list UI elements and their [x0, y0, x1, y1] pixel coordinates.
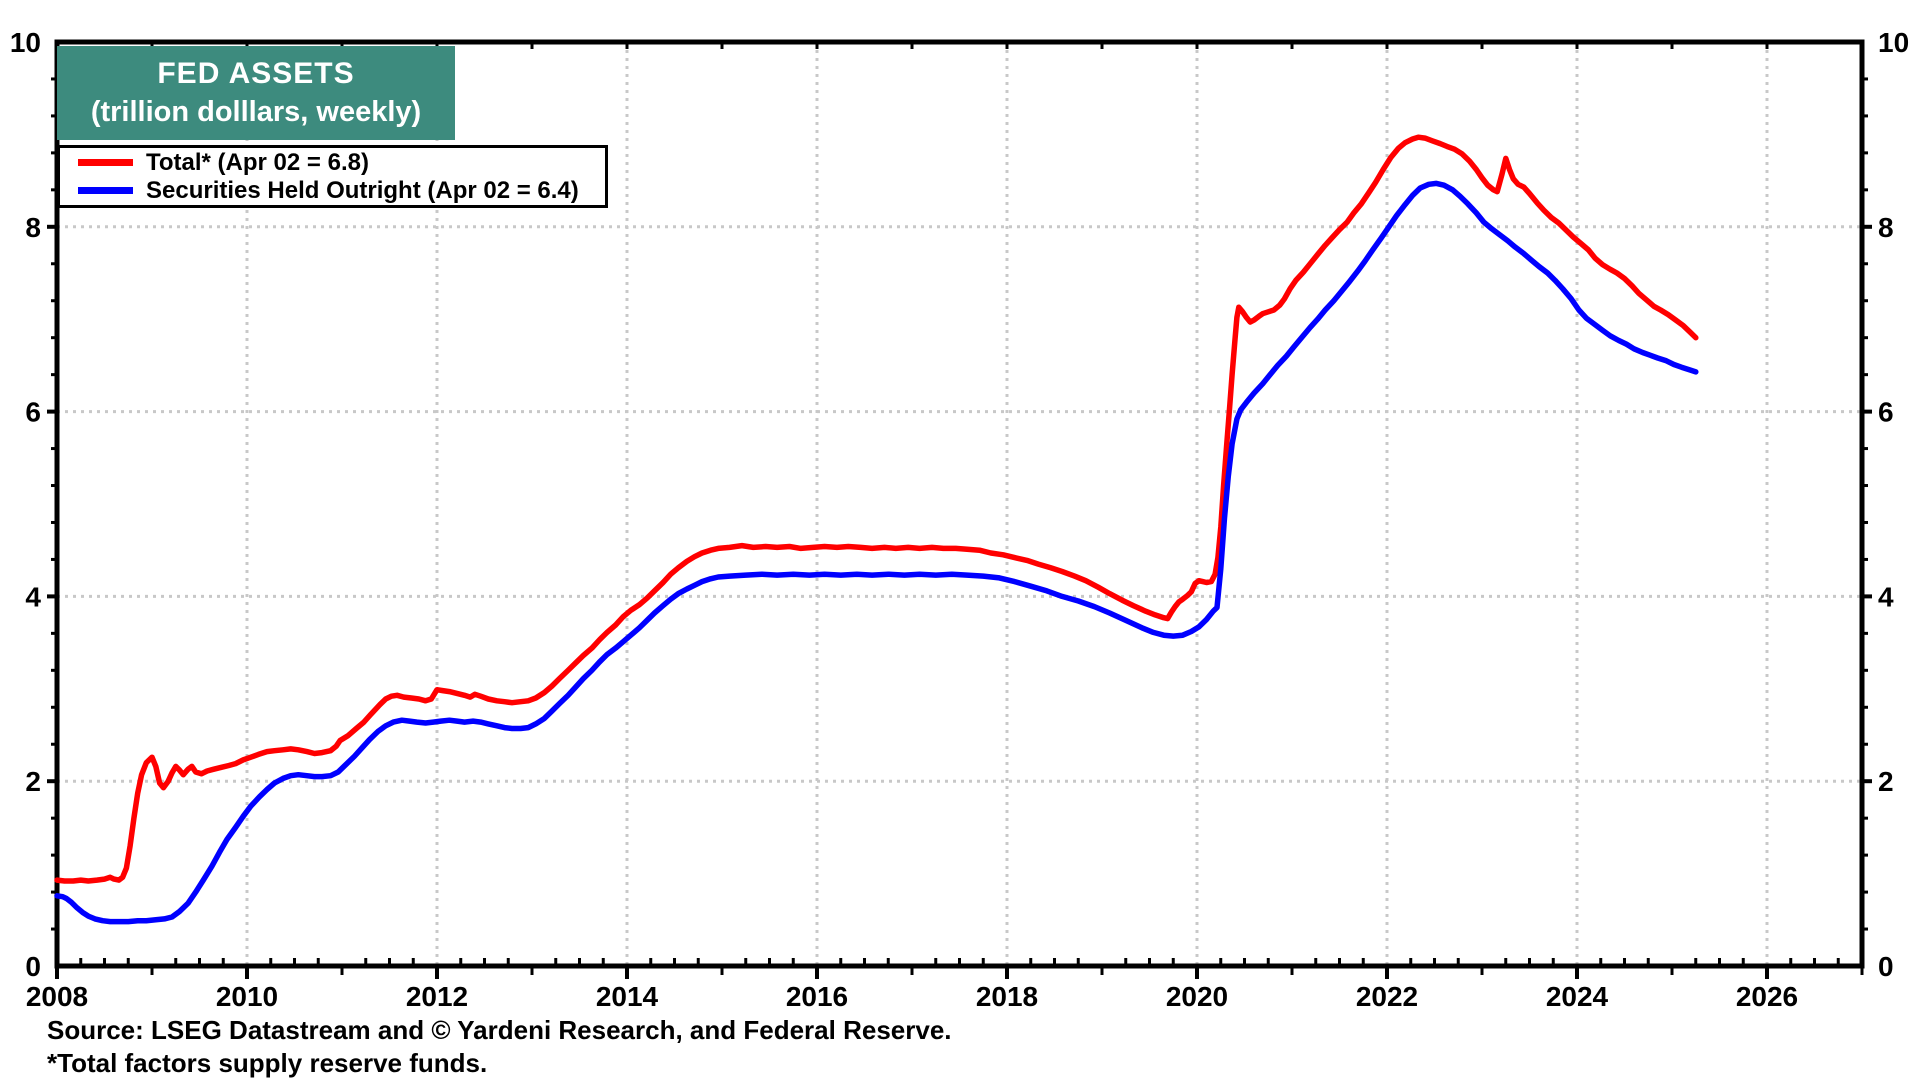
plot-border	[54, 39, 1865, 969]
x-label-2008: 2008	[26, 981, 88, 1012]
x-label-2012: 2012	[406, 981, 468, 1012]
y-label-right-4: 4	[1878, 581, 1894, 612]
y-label-right-0: 0	[1878, 951, 1894, 982]
x-label-2020: 2020	[1166, 981, 1228, 1012]
total-line-swatch	[78, 159, 133, 166]
legend-row-total: Total* (Apr 02 = 6.8)	[60, 149, 605, 177]
source-line: Source: LSEG Datastream and © Yardeni Re…	[47, 1015, 952, 1045]
y-label-right-10: 10	[1878, 27, 1909, 58]
footnote-line: *Total factors supply reserve funds.	[47, 1048, 488, 1078]
y-label-left-2: 2	[25, 766, 41, 797]
x-label-2018: 2018	[976, 981, 1038, 1012]
legend-row-securities: Securities Held Outright (Apr 02 = 6.4)	[60, 177, 605, 205]
y-label-left-6: 6	[25, 397, 41, 428]
chart-title: FED ASSETS	[157, 57, 355, 90]
chart-title-box: FED ASSETS (trillion dolllars, weekly)	[57, 46, 455, 140]
y-label-right-2: 2	[1878, 766, 1894, 797]
x-label-2010: 2010	[216, 981, 278, 1012]
y-label-left-0: 0	[25, 951, 41, 982]
legend-label-securities: Securities Held Outright (Apr 02 = 6.4)	[146, 176, 579, 204]
y-label-left-10: 10	[10, 27, 41, 58]
x-label-2026: 2026	[1736, 981, 1798, 1012]
footer: Source: LSEG Datastream and © Yardeni Re…	[47, 1014, 952, 1080]
y-label-left-4: 4	[25, 581, 41, 612]
x-label-2016: 2016	[786, 981, 848, 1012]
total-series-line	[54, 134, 1699, 884]
securities-line-swatch	[78, 187, 133, 194]
x-label-2022: 2022	[1356, 981, 1418, 1012]
x-label-2024: 2024	[1546, 981, 1609, 1012]
y-label-right-6: 6	[1878, 397, 1894, 428]
chart-subtitle: (trillion dolllars, weekly)	[90, 96, 422, 128]
y-label-right-8: 8	[1878, 212, 1894, 243]
legend-label-total: Total* (Apr 02 = 6.8)	[146, 148, 369, 176]
legend-box: Total* (Apr 02 = 6.8) Securities Held Ou…	[57, 145, 608, 208]
y-label-left-8: 8	[25, 212, 41, 243]
x-label-2014: 2014	[596, 981, 659, 1012]
securities-series-line	[54, 180, 1699, 925]
